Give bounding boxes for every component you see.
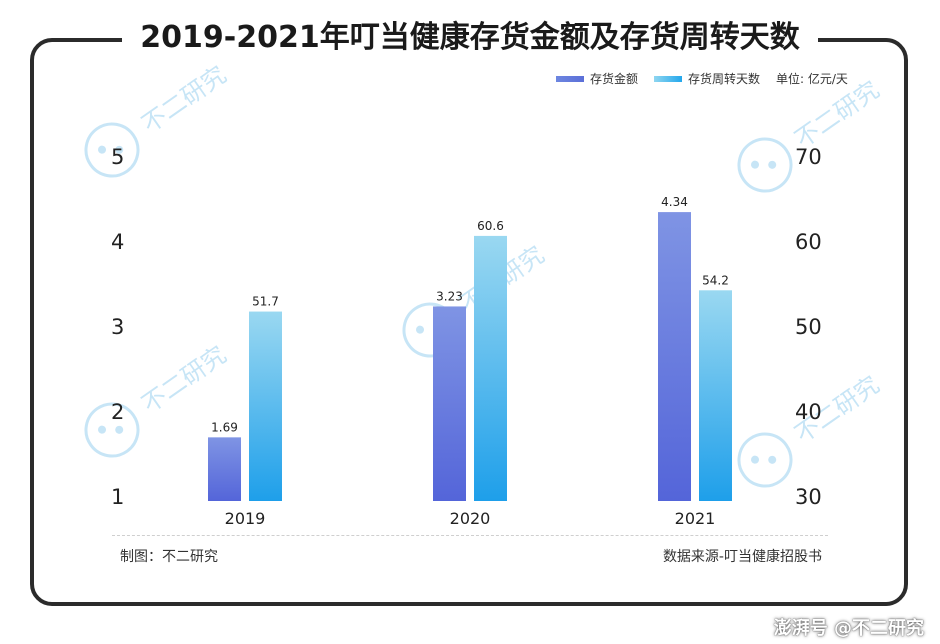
bar-inventory-amount-2020: [433, 306, 466, 501]
category-labels-group: 2019 2020 2021: [225, 509, 716, 528]
legend-swatch-inventory-amount: [556, 75, 584, 82]
data-label-inventory-amount-2019: 1.69: [211, 420, 238, 434]
chart-credit: 制图：不二研究: [120, 549, 218, 565]
left-axis-tick-label: 1: [111, 485, 124, 509]
data-label-turnover-days-2019: 51.7: [252, 295, 279, 309]
watermark-logo: 不二研究: [84, 61, 232, 178]
category-label-2019: 2019: [225, 509, 266, 528]
left-axis-tick-label: 2: [111, 400, 124, 424]
bar-turnover-days-2021: [699, 290, 732, 501]
data-label-turnover-days-2020: 60.6: [477, 219, 504, 233]
data-label-turnover-days-2021: 54.2: [702, 273, 729, 287]
category-label-2020: 2020: [450, 509, 491, 528]
right-axis-tick-label: 50: [795, 315, 822, 339]
data-labels-group: 1.69 51.7 3.23 60.6 4.34 54.2: [211, 195, 729, 434]
legend-item-turnover-days: 存货周转天数: [654, 70, 760, 87]
right-axis-tick-label: 40: [795, 400, 822, 424]
bars-group: [208, 212, 732, 501]
left-axis-tick-label: 5: [111, 145, 124, 169]
watermark-logo: 不二研究: [737, 371, 884, 488]
watermark-text: 不二研究: [137, 61, 232, 139]
data-label-inventory-amount-2020: 3.23: [436, 289, 463, 303]
category-label-2021: 2021: [675, 509, 716, 528]
title-container: 2019-2021年叮当健康存货金额及存货周转天数: [0, 12, 940, 56]
footer-divider: [112, 535, 828, 536]
legend-label-inventory-amount: 存货金额: [590, 72, 639, 86]
right-axis-tick-label: 60: [795, 230, 822, 254]
left-axis-tick-label: 3: [111, 315, 124, 339]
legend-label-turnover-days: 存货周转天数: [688, 72, 761, 86]
bar-turnover-days-2020: [474, 235, 507, 501]
unit-note: 单位: 亿元/天: [776, 72, 848, 86]
right-axis-tick-label: 30: [795, 485, 822, 509]
legend-item-inventory-amount: 存货金额: [556, 70, 638, 87]
bar-turnover-days-2019: [249, 311, 282, 501]
bar-inventory-amount-2019: [208, 437, 241, 501]
watermark-text: 不二研究: [790, 76, 885, 154]
right-axis-ticks: 30 40 50 60 70: [795, 145, 822, 509]
chart-title: 2019-2021年叮当健康存货金额及存货周转天数: [122, 12, 818, 56]
data-source: 数据来源-叮当健康招股书: [662, 549, 822, 565]
left-axis-tick-label: 4: [111, 230, 124, 254]
bar-inventory-amount-2021: [658, 212, 691, 501]
legend-swatch-turnover-days: [654, 75, 683, 82]
watermark-text: 不二研究: [137, 341, 232, 419]
site-watermark-tag: 澎湃号 @不二研究: [773, 618, 924, 639]
data-label-inventory-amount-2021: 4.34: [661, 195, 688, 209]
legend: 存货金额 存货周转天数 单位: 亿元/天: [556, 70, 848, 87]
watermark-logo: 不二研究: [737, 76, 885, 193]
right-axis-tick-label: 70: [795, 145, 822, 169]
left-axis-ticks: 1 2 3 4 5: [111, 145, 124, 509]
